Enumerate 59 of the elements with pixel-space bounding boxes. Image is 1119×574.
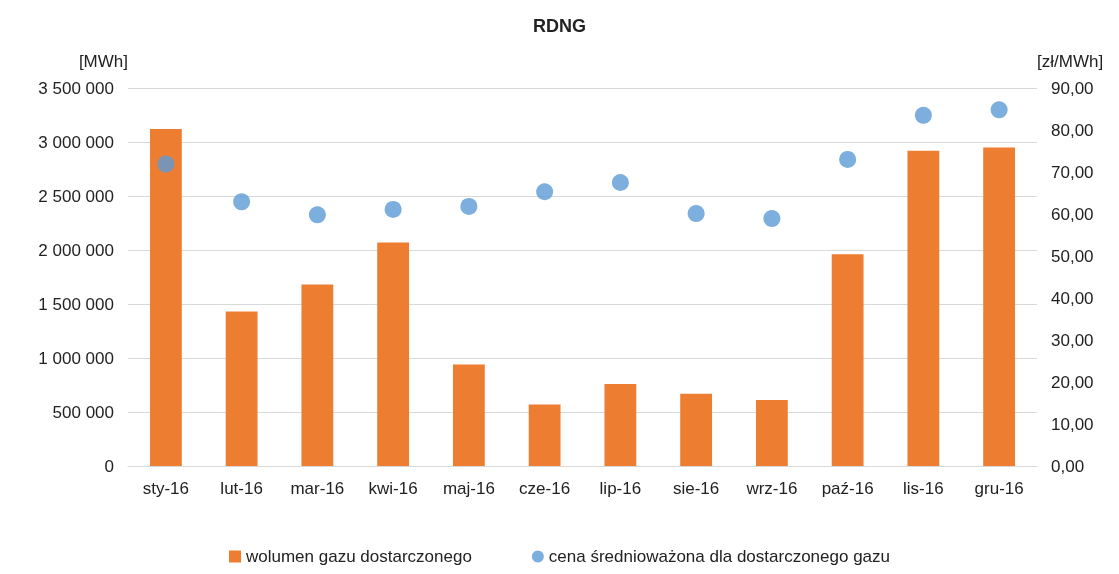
- x-tick-label: sty-16: [142, 479, 190, 498]
- x-tick-label: lis-16: [903, 479, 944, 498]
- y2-tick-label: 30,00: [1051, 330, 1094, 350]
- bar: [452, 364, 485, 466]
- bar: [528, 404, 561, 466]
- point: [611, 174, 629, 191]
- y-tick-label: 3 000 000: [38, 132, 114, 152]
- bar: [604, 383, 637, 466]
- point: [384, 200, 402, 218]
- x-tick-label: maj-16: [442, 479, 495, 498]
- x-tick-label: paź-16: [821, 479, 874, 498]
- x-tick-label: lip-16: [599, 479, 642, 498]
- y-tick-label: 3 500 000: [38, 78, 114, 98]
- x-tick-label: lut-16: [220, 479, 263, 498]
- point: [687, 205, 705, 223]
- x-tick-label: cze-16: [519, 479, 571, 498]
- bar: [907, 150, 940, 466]
- legend-label: cena średnioważona dla dostarczonego gazu: [548, 547, 891, 566]
- y2-tick-label: 20,00: [1051, 372, 1094, 392]
- y-tick-label: 2 000 000: [38, 240, 114, 260]
- y2-tick-label: 90,00: [1051, 78, 1094, 98]
- x-tick-label: mar-16: [290, 479, 345, 498]
- y2-tick-label: 60,00: [1051, 204, 1094, 224]
- x-tick-label: gru-16: [974, 479, 1024, 498]
- bar: [149, 129, 182, 466]
- point: [233, 193, 251, 211]
- bar: [377, 242, 410, 466]
- point: [763, 210, 781, 228]
- y2-tick-label: 0,00: [1051, 456, 1085, 476]
- y2-tick-label: 40,00: [1051, 288, 1094, 308]
- bar: [680, 393, 713, 466]
- legend-label: wolumen gazu dostarczonego: [244, 547, 472, 566]
- point: [308, 206, 326, 224]
- y2-tick-label: 80,00: [1051, 120, 1094, 140]
- y-tick-label: 500 000: [52, 402, 114, 422]
- point: [460, 197, 478, 215]
- point: [536, 183, 554, 201]
- y2-tick-label: 10,00: [1051, 414, 1094, 434]
- x-tick-label: kwi-16: [368, 479, 418, 498]
- y2-tick-label: 50,00: [1051, 246, 1094, 266]
- point: [157, 155, 175, 173]
- point: [914, 106, 932, 124]
- y-tick-label: 1 500 000: [38, 294, 114, 314]
- bar: [831, 254, 864, 466]
- y-tick-label: 0: [104, 456, 114, 476]
- bar: [755, 400, 788, 466]
- bar: [225, 311, 258, 466]
- point: [990, 101, 1008, 119]
- x-tick-label: sie-16: [672, 479, 720, 498]
- y2-axis-title: [zł/MWh]: [1037, 52, 1104, 71]
- y-tick-label: 1 000 000: [38, 348, 114, 368]
- chart-title: RDNG: [533, 16, 586, 36]
- y-tick-label: 2 500 000: [38, 186, 114, 206]
- x-tick-label: wrz-16: [745, 479, 798, 498]
- point: [839, 150, 857, 168]
- bar: [983, 147, 1016, 466]
- bar: [301, 284, 334, 466]
- y2-tick-label: 70,00: [1051, 162, 1094, 182]
- y-axis-title: [MWh]: [78, 52, 128, 71]
